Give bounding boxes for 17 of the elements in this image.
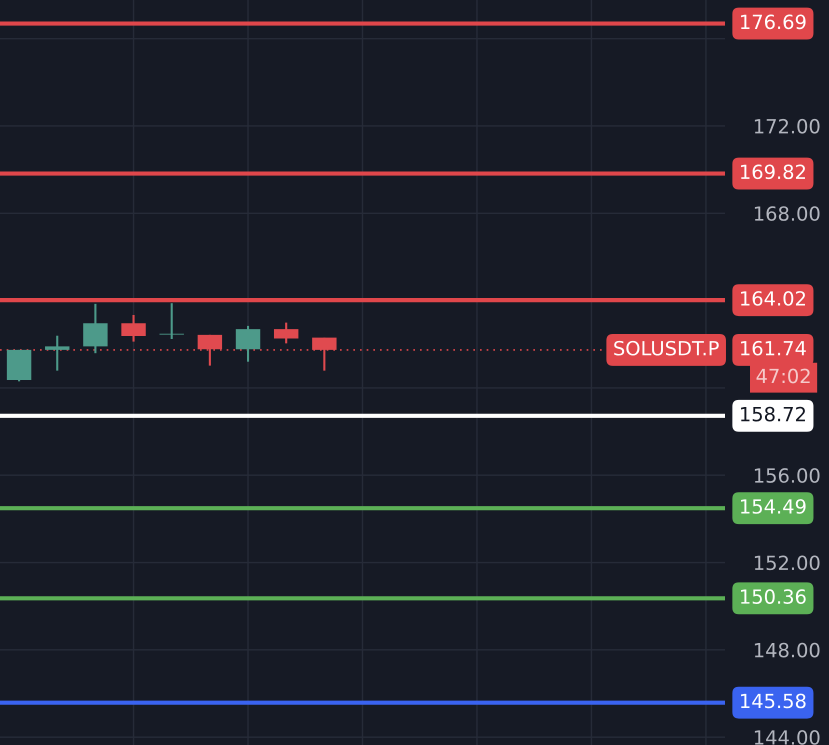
y-tick-label: 148.00: [754, 642, 820, 658]
y-tick-label: 168.00: [754, 206, 820, 221]
y-tick-label: 144.00: [754, 730, 820, 745]
ref-line-label: 164.02: [741, 291, 805, 306]
ref-line-label: 161.74: [741, 340, 806, 356]
candlestick: [45, 334, 70, 372]
ref-line-label: 145.58: [741, 694, 806, 708]
ref-line-label: 169.82: [741, 164, 805, 180]
annotation: SOLUSDT.P: [614, 340, 719, 356]
ref-line-label: 176.69: [741, 14, 806, 30]
ref-line-label: 154.49: [741, 499, 806, 514]
ref-line-label: 158.72: [741, 406, 805, 422]
y-tick-label: 152.00: [754, 555, 820, 570]
ref-line-label: 150.36: [741, 589, 806, 604]
text: 47:02: [756, 368, 810, 384]
y-tick-label: 172.00: [754, 118, 820, 134]
y-tick-label: 156.00: [754, 468, 820, 483]
